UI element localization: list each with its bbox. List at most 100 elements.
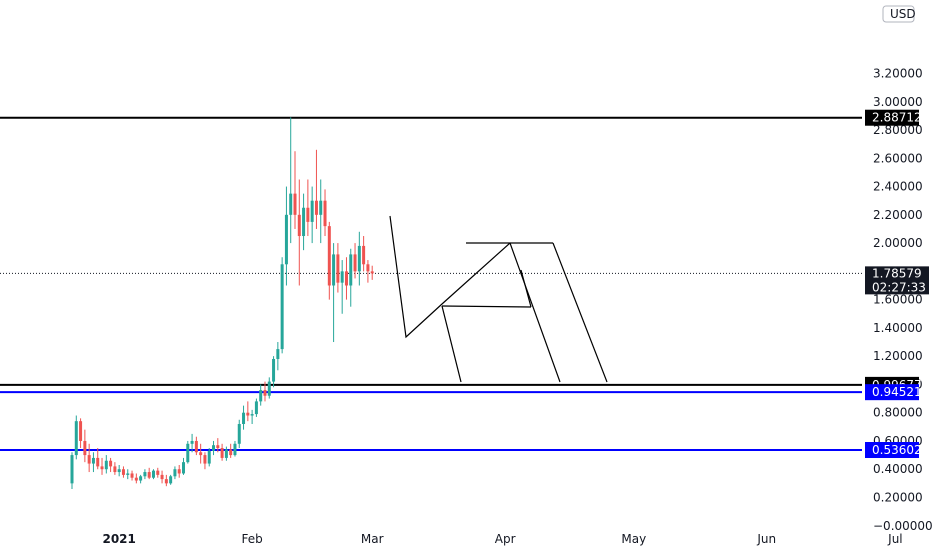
candle-body [190, 440, 194, 444]
candle [242, 405, 246, 430]
candle-body [319, 200, 323, 215]
horizontal-levels [0, 116, 862, 452]
candle [246, 401, 250, 422]
candle [117, 464, 121, 477]
candle-body [340, 271, 344, 283]
candle-body [332, 254, 336, 286]
y-tick-label: 0.40000 [873, 462, 923, 476]
candle-body [259, 390, 263, 402]
candle-body [233, 443, 237, 456]
y-tick-label: 3.20000 [873, 66, 923, 80]
drawing-slope-left[interactable] [441, 305, 462, 383]
drawing-slope-right[interactable] [552, 242, 608, 383]
level-tag-label: 0.53602 [872, 443, 922, 457]
x-tick-label: Jun [756, 532, 776, 546]
candle-body [237, 424, 241, 444]
candle-body [284, 214, 288, 265]
candle [362, 236, 366, 272]
candle-body [272, 358, 276, 382]
drawing-slope-middle[interactable] [509, 242, 561, 383]
candle [349, 248, 353, 307]
y-tick-label: 1.60000 [873, 293, 923, 307]
candle-body [224, 449, 228, 458]
candle [340, 260, 344, 314]
candle-body [327, 226, 331, 286]
candle-body [370, 271, 374, 274]
y-tick-label: 2.40000 [873, 180, 923, 194]
countdown-label: 02:27:33 [872, 280, 926, 294]
candle-body [156, 470, 160, 475]
candle [212, 440, 216, 456]
candle-body [134, 477, 138, 481]
candle [147, 467, 151, 480]
candle [130, 470, 134, 481]
candle [267, 377, 271, 399]
candle [276, 342, 280, 371]
candles [70, 117, 374, 490]
trend-drawings[interactable] [389, 215, 608, 383]
drawing-descending-wave[interactable] [389, 215, 511, 339]
candle [70, 452, 74, 490]
candle [156, 467, 160, 478]
candle [272, 356, 276, 388]
candle-body [280, 264, 284, 350]
candle-body [182, 462, 186, 474]
candle-body [344, 271, 348, 286]
level-tag-bg [865, 442, 919, 459]
candle-body [357, 245, 361, 272]
candle-body [113, 466, 117, 473]
candle [237, 419, 241, 449]
level-tag-bg [865, 109, 919, 126]
y-tick-label: −0.00000 [873, 519, 932, 533]
x-tick-label: 2021 [102, 532, 135, 546]
candle [224, 446, 228, 461]
candle [91, 452, 95, 473]
y-tick-label: 1.20000 [873, 349, 923, 363]
candle [173, 466, 177, 480]
candle [332, 243, 336, 343]
candle [96, 448, 100, 470]
candle-body [151, 470, 155, 478]
x-tick-label: Apr [495, 532, 516, 546]
candle [87, 443, 91, 473]
y-axis-ticks[interactable]: 3.20000 3.00000 2.80000 2.60000 2.40000 2.200… [873, 66, 932, 532]
candle [139, 474, 143, 484]
x-axis-ticks[interactable]: 2021 Feb Mar Apr May Jun Jul [102, 532, 902, 546]
candle [357, 231, 361, 286]
candle-body [70, 455, 74, 484]
current-price-label: 1.78579 [872, 266, 922, 280]
candle [229, 443, 233, 458]
candle-body [220, 448, 224, 458]
candle [169, 474, 173, 485]
candle-body [74, 421, 78, 456]
candle [323, 189, 327, 237]
candle [353, 243, 357, 279]
level-tag-label: 2.88712 [872, 111, 922, 125]
candle [113, 462, 117, 475]
current-price-tag-bg [865, 266, 929, 295]
candle [104, 455, 108, 474]
x-tick-label: Feb [241, 532, 262, 546]
candle-body [177, 469, 181, 474]
candle [160, 470, 164, 484]
candle-body [323, 200, 327, 227]
candle [220, 443, 224, 461]
candle [302, 193, 306, 251]
candle-body [139, 476, 143, 481]
candle [327, 221, 331, 300]
candle [143, 469, 147, 480]
currency-label: USD [890, 7, 916, 21]
drawing-horizontal-mid[interactable] [441, 305, 532, 308]
x-tick-label: May [621, 532, 646, 546]
candle-body [336, 254, 340, 283]
y-tick-label: 2.80000 [873, 123, 923, 137]
candle-body [216, 445, 220, 449]
candle [186, 440, 190, 464]
y-tick-label: 2.60000 [873, 151, 923, 165]
candle [74, 415, 78, 460]
candle [79, 418, 83, 449]
currency-badge[interactable]: USD [882, 5, 916, 23]
drawing-slope-inner[interactable] [520, 269, 532, 308]
